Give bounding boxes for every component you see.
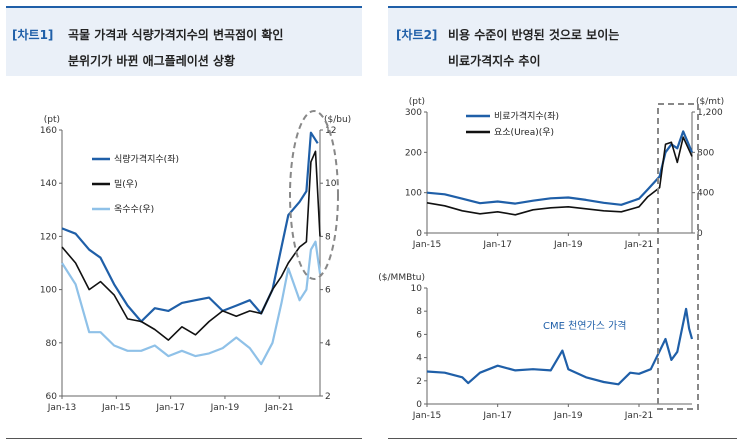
y-tick-label-left: 10	[411, 284, 423, 294]
y-tick-label-left: 100	[405, 189, 422, 199]
series-line-2-0	[426, 307, 694, 386]
y-tick-label-right: 800	[697, 148, 714, 158]
x-tick-label: Jan-15	[412, 411, 442, 421]
series-line-0-2	[61, 240, 322, 366]
chart2-title-line2: 비료가격지수 추이	[448, 54, 541, 68]
legend-label: 식량가격지수(좌)	[114, 153, 179, 165]
series-line-0-1	[61, 150, 321, 341]
series-line-0-0	[61, 131, 319, 323]
y-tick-label-right: 6	[325, 286, 331, 296]
y-tick-label-left: 8	[416, 307, 422, 317]
x-tick-label: Jan-19	[553, 240, 583, 250]
x-tick-label: Jan-15	[412, 240, 442, 250]
x-tick-label: Jan-17	[482, 240, 512, 250]
chart2-bottom-rule	[388, 438, 737, 439]
chart1-header: [차트1] 곡물 가격과 식량가격지수의 변곡점이 확인 분위기가 바뀐 애그플…	[6, 8, 362, 76]
y-tick-label-left: 200	[405, 148, 422, 158]
x-tick-label: Jan-15	[101, 403, 131, 413]
y-tick-label-right: 0	[697, 229, 703, 239]
highlight-rect	[657, 103, 699, 410]
x-tick-label: Jan-17	[482, 411, 512, 421]
y-tick-label-left: 120	[40, 232, 57, 242]
legend-label: 옥수수(우)	[114, 204, 154, 215]
unit-label-left: ($/MMBtu)	[378, 273, 425, 283]
annotation-label: CME 천연가스 가격	[543, 319, 627, 332]
y-tick-label-right: 12	[325, 126, 336, 136]
y-tick-label-left: 300	[405, 108, 422, 118]
unit-label-right: ($/bu)	[324, 115, 351, 125]
chart2-title-line1: 비용 수준이 반영된 것으로 보이는	[448, 28, 620, 42]
y-tick-label-left: 6	[416, 330, 422, 340]
x-tick-label: Jan-21	[264, 403, 294, 413]
y-tick-label-right: 1,200	[697, 108, 723, 118]
unit-label-left: (pt)	[409, 97, 425, 107]
y-tick-label-left: 0	[416, 400, 422, 410]
chart1-title-line2: 분위기가 바뀐 애그플레이션 상황	[68, 54, 236, 68]
y-tick-label-left: 140	[40, 179, 57, 189]
legend-label: 비료가격지수(좌)	[494, 110, 559, 122]
y-tick-label-left: 60	[46, 392, 58, 402]
legend-label: 밀(우)	[114, 178, 138, 190]
y-tick-label-right: 2	[325, 392, 331, 402]
chart1-title-line1: 곡물 가격과 식량가격지수의 변곡점이 확인	[68, 28, 284, 42]
y-tick-label-right: 400	[697, 189, 714, 199]
chart1-bottom-rule	[6, 438, 362, 439]
y-tick-label-left: 0	[416, 229, 422, 239]
x-tick-label: Jan-17	[155, 403, 185, 413]
x-tick-label: Jan-19	[553, 411, 583, 421]
series-line-1-0	[426, 130, 694, 206]
header-top-rule	[6, 6, 362, 8]
unit-label-right: ($/mt)	[696, 97, 724, 107]
x-tick-label: Jan-19	[210, 403, 240, 413]
series-line-1-1	[426, 136, 693, 216]
y-tick-label-right: 10	[325, 179, 337, 189]
chart1-tag: [차트1]	[12, 28, 54, 42]
x-tick-label: Jan-21	[624, 240, 654, 250]
highlight-ellipse	[289, 110, 339, 280]
y-tick-label-left: 80	[46, 339, 58, 349]
x-tick-label: Jan-21	[624, 411, 654, 421]
y-tick-label-left: 160	[40, 126, 57, 136]
chart2-tag: [차트2]	[396, 28, 438, 42]
unit-label-left: (pt)	[44, 115, 60, 125]
x-tick-label: Jan-13	[47, 403, 77, 413]
chart2-header: [차트2] 비용 수준이 반영된 것으로 보이는 비료가격지수 추이	[388, 8, 737, 76]
y-tick-label-right: 4	[325, 339, 331, 349]
legend-label: 요소(Urea)(우)	[494, 127, 554, 138]
y-tick-label-right: 8	[325, 232, 331, 242]
header-top-rule	[388, 6, 737, 8]
y-tick-label-left: 2	[416, 377, 422, 387]
y-tick-label-left: 4	[416, 354, 422, 364]
y-tick-label-left: 100	[40, 286, 57, 296]
